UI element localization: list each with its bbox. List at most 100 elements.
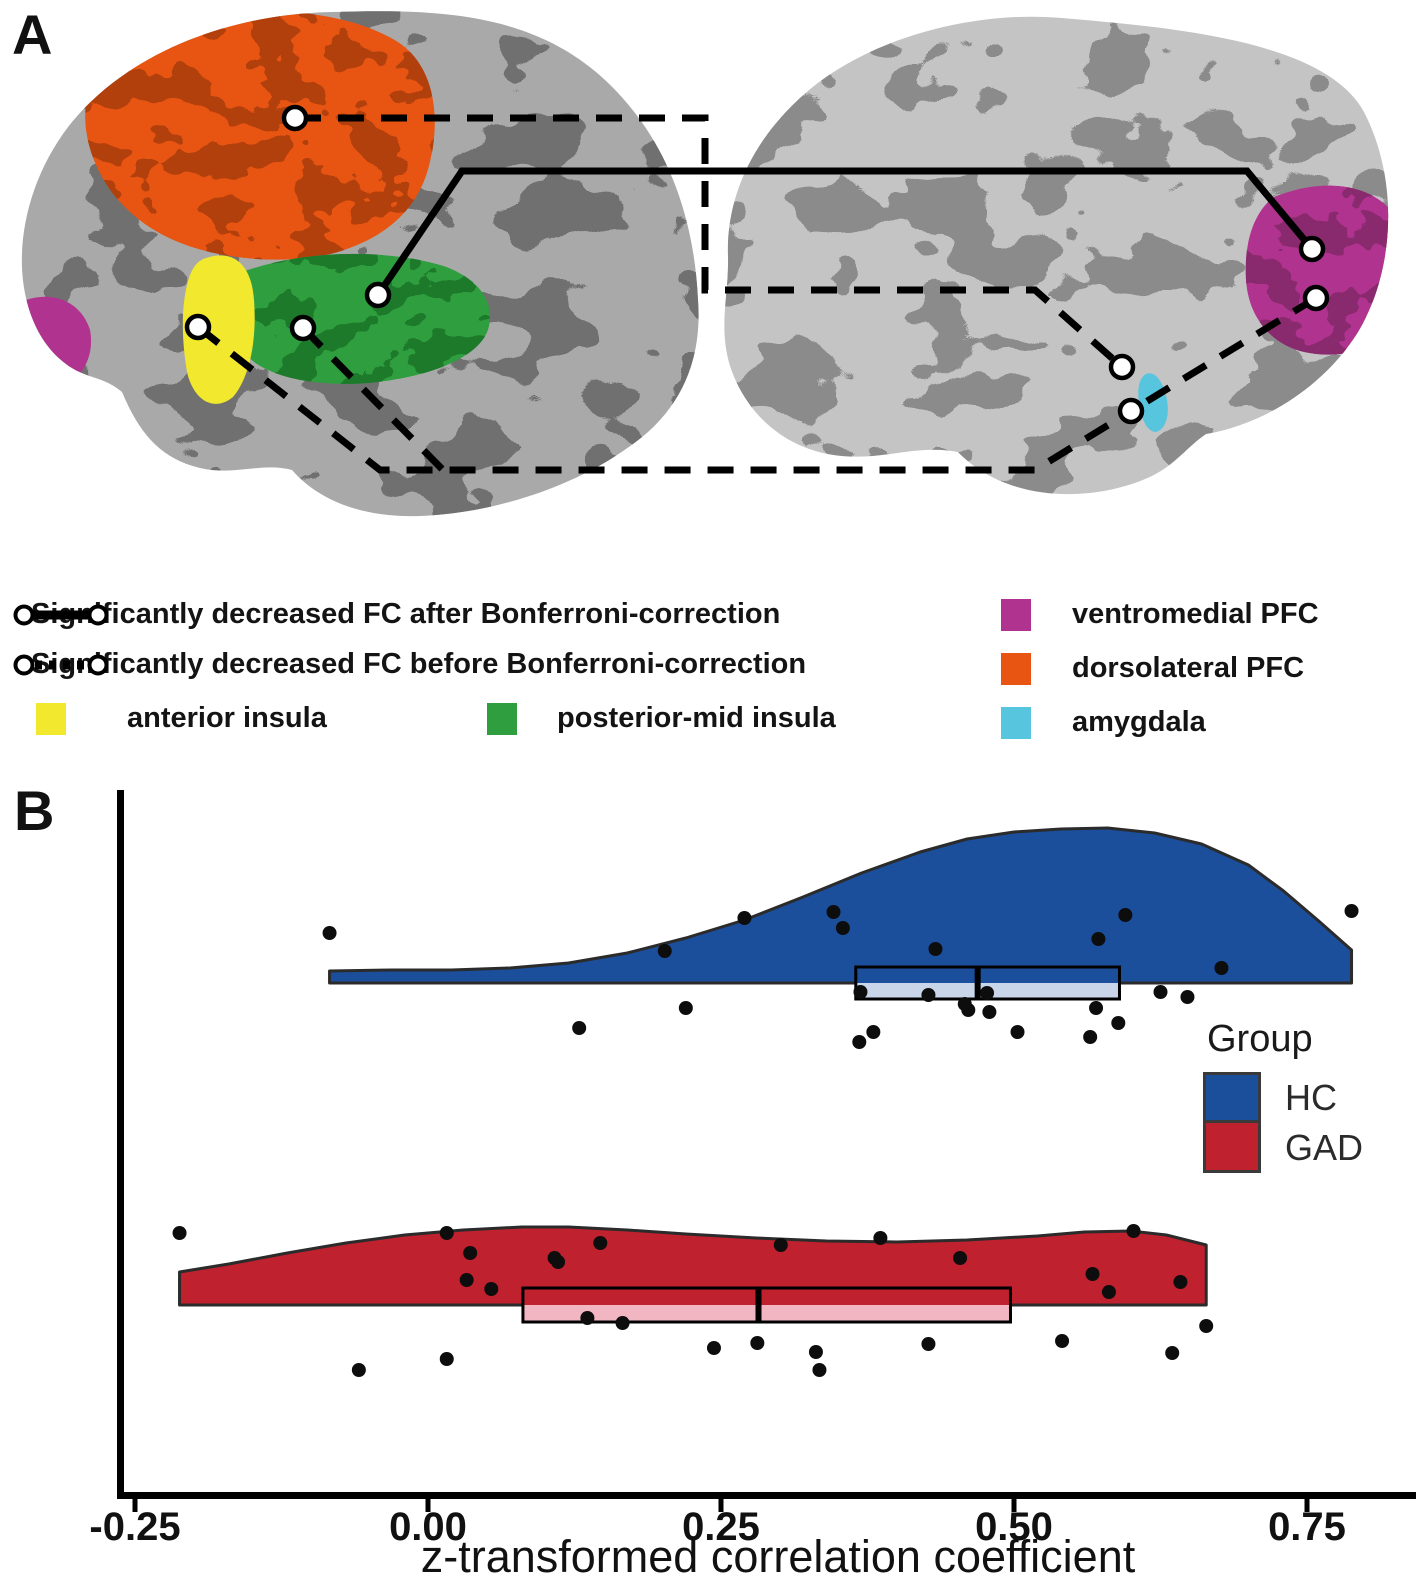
x-tick-label: 0.75 <box>1268 1505 1346 1549</box>
group-legend: Group HC GAD <box>1203 1018 1363 1173</box>
legend-row-dashed: Significantly decreased FC before Bonfer… <box>13 648 806 681</box>
gad-data-point <box>615 1316 630 1330</box>
dorsolateral-pfc-label: dorsolateral PFC <box>1072 652 1305 684</box>
dorsolateral-pfc-swatch <box>1001 652 1031 685</box>
x-tick-mark <box>425 1499 431 1512</box>
region-anterior-insula <box>182 255 255 404</box>
x-tick-mark <box>1304 1499 1310 1512</box>
x-tick-label: 0.25 <box>682 1505 760 1549</box>
gad-data-point <box>593 1236 608 1250</box>
seed-vmpfc-upper <box>1298 235 1326 263</box>
hc-data-point <box>1083 1030 1098 1044</box>
amygdala-label: amygdala <box>1072 706 1206 738</box>
brain-connectivity-diagram <box>21 11 1389 517</box>
gad-label: GAD <box>1285 1127 1364 1168</box>
gad-data-point <box>1126 1224 1141 1238</box>
hc-data-point <box>980 986 995 1000</box>
gad-data-point <box>812 1363 827 1377</box>
group-legend-title: Group <box>1207 1018 1313 1060</box>
gad-data-point <box>459 1273 474 1287</box>
gad-data-point <box>463 1246 478 1260</box>
solid-fc-line-icon <box>13 604 109 626</box>
hc-data-point <box>1091 932 1106 946</box>
x-tick-mark <box>132 1499 138 1512</box>
hc-box-upper <box>855 967 1120 983</box>
x-tick-mark <box>718 1499 724 1512</box>
legend-row-vmpfc: ventromedial PFC <box>1001 598 1319 631</box>
gad-data-point <box>750 1336 765 1350</box>
fc-line-dashed-vmpfc-amygdala <box>1129 295 1318 414</box>
fc-line-dashed-mid-insula-branch <box>300 325 446 473</box>
hc-data-point <box>1214 961 1229 975</box>
hc-swatch <box>1203 1071 1261 1125</box>
gad-box-lower <box>522 1305 1011 1322</box>
hc-data-point <box>1089 1001 1104 1015</box>
gad-data-point <box>873 1231 888 1245</box>
ventromedial-pfc-label: ventromedial PFC <box>1072 598 1319 630</box>
anterior-insula-label: anterior insula <box>127 702 327 734</box>
gad-data-point <box>1085 1267 1100 1281</box>
x-tick-label: 0.50 <box>975 1505 1053 1549</box>
amygdala-swatch <box>1001 706 1031 739</box>
gad-box-upper <box>522 1288 1011 1305</box>
gad-data-point <box>172 1226 187 1240</box>
panel-a-label: A <box>12 3 53 66</box>
hc-label: HC <box>1285 1077 1337 1118</box>
dashed-fc-line-icon <box>13 654 109 676</box>
seed-amygdala-lower <box>1117 397 1145 425</box>
x-tick-label: -0.25 <box>89 1505 180 1549</box>
raincloud-plot: z-transformed correlation coefficient -0… <box>89 790 1416 1582</box>
gad-data-point <box>1199 1319 1214 1333</box>
anterior-insula-swatch <box>36 702 66 735</box>
ventromedial-pfc-swatch <box>1001 598 1031 631</box>
hc-data-point <box>1118 908 1133 922</box>
hc-data-point <box>322 926 337 940</box>
legend-solid-label: Significantly decreased FC after Bonferr… <box>31 598 781 630</box>
hc-data-point <box>657 944 672 958</box>
hc-data-point <box>572 1021 587 1035</box>
gad-data-point <box>551 1255 566 1269</box>
y-axis-line <box>117 790 124 1498</box>
seed-dorsolateral-pfc <box>281 104 309 132</box>
hc-data-point <box>1180 990 1195 1004</box>
group-legend-item-hc: HC <box>1203 1071 1363 1125</box>
legend-row-posterior-insula: posterior-mid insula <box>487 702 836 735</box>
hc-data-point <box>866 1025 881 1039</box>
hc-half-violin <box>328 826 1354 985</box>
gad-data-point <box>580 1311 595 1325</box>
gad-data-point <box>1173 1275 1188 1289</box>
seed-posterior-insula <box>364 281 392 309</box>
seed-amygdala-upper <box>1108 353 1136 381</box>
hc-data-point <box>853 985 868 999</box>
hc-data-point <box>737 911 752 925</box>
gad-data-point <box>351 1363 366 1377</box>
gad-half-violin <box>178 1225 1208 1307</box>
hc-data-point <box>928 942 943 956</box>
gad-data-point <box>439 1226 454 1240</box>
gad-data-point <box>706 1341 721 1355</box>
fc-line-dashed-dlpfc-amygdala <box>295 114 1125 370</box>
hc-data-point <box>1010 1025 1025 1039</box>
legend-row-dlpfc: dorsolateral PFC <box>1001 652 1304 685</box>
x-axis-line <box>117 1492 1416 1499</box>
legend-row-anterior-insula: anterior insula <box>36 702 327 735</box>
gad-data-point <box>1055 1334 1070 1348</box>
hc-data-point <box>1153 985 1168 999</box>
gad-data-point <box>808 1345 823 1359</box>
x-tick-mark <box>1011 1499 1017 1512</box>
hc-data-point <box>852 1035 867 1049</box>
x-axis-title: z-transformed correlation coefficient <box>421 1531 1136 1582</box>
group-legend-item-gad: GAD <box>1203 1120 1364 1173</box>
hc-data-point <box>826 905 841 919</box>
panel-b-label: B <box>14 779 55 842</box>
gad-data-point <box>953 1251 968 1265</box>
gad-data-point <box>439 1352 454 1366</box>
legend-row-solid: Significantly decreased FC after Bonferr… <box>13 598 780 631</box>
left-brain-lateral <box>21 11 699 517</box>
gad-data-point <box>1101 1285 1116 1299</box>
hc-data-point <box>1344 904 1359 918</box>
gad-data-point <box>921 1337 936 1351</box>
hc-data-point <box>1111 1016 1126 1030</box>
posterior-mid-insula-label: posterior-mid insula <box>557 702 836 734</box>
